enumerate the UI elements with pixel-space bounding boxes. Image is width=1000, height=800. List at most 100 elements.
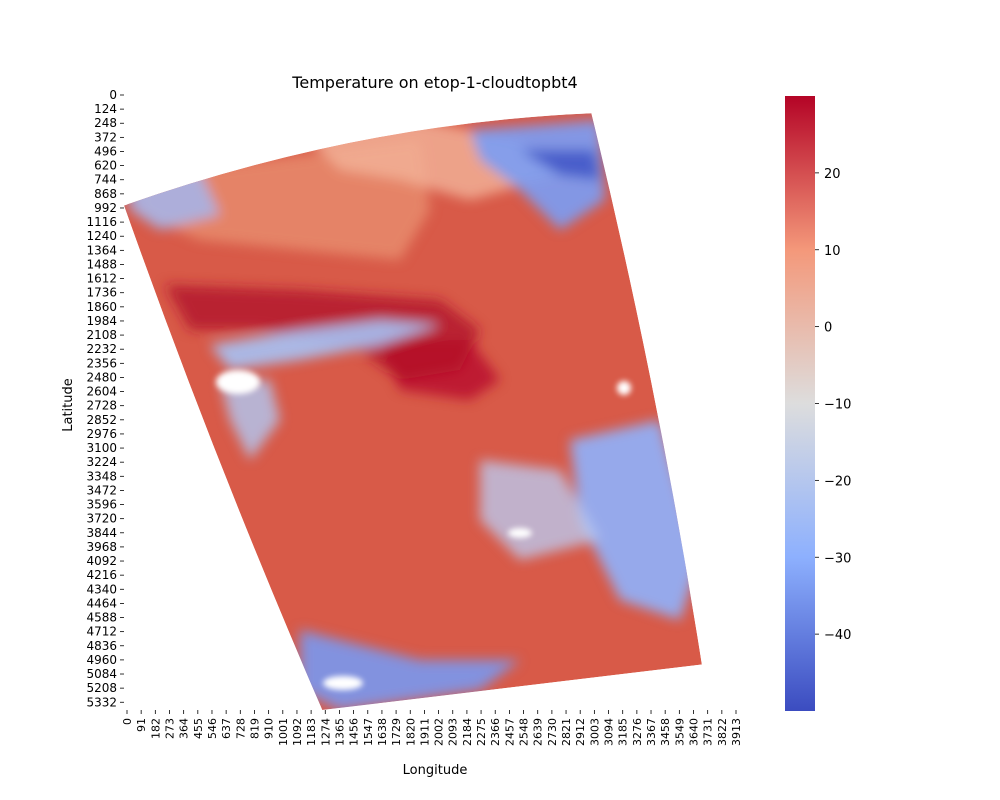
x-tick-label: 910 xyxy=(263,718,276,739)
y-tick-label: 5332 xyxy=(86,695,117,709)
x-tick-label: 364 xyxy=(178,718,191,739)
y-tick-label: 3100 xyxy=(86,441,117,455)
x-axis-label: Longitude xyxy=(403,763,468,778)
x-tick-label: 1365 xyxy=(333,718,346,746)
x-tick-label: 2548 xyxy=(518,718,531,746)
y-tick-label: 2108 xyxy=(86,328,117,342)
x-tick-label: 1183 xyxy=(305,718,318,746)
y-tick-label: 4712 xyxy=(86,625,117,639)
x-tick-label: 455 xyxy=(192,718,205,739)
x-tick-label: 91 xyxy=(135,718,148,732)
x-tick-label: 3458 xyxy=(659,718,672,746)
y-tick-label: 4588 xyxy=(86,611,117,625)
x-tick-label: 3367 xyxy=(645,718,658,746)
colorbar: 20 10 0 −10 −20 −30 −40 xyxy=(785,96,851,711)
x-axis: 0 91 182 273 364 455 546 637 728 819 910 1001 1092 11… xyxy=(121,710,743,746)
x-tick-label: 2093 xyxy=(447,718,460,746)
x-tick-label: 1547 xyxy=(362,718,375,746)
x-tick-label: 3003 xyxy=(588,718,601,746)
y-tick-label: 868 xyxy=(94,187,117,201)
x-tick-label: 0 xyxy=(121,718,134,725)
x-tick-label: 728 xyxy=(234,718,247,739)
y-tick-label: 744 xyxy=(94,173,117,187)
y-tick-label: 4836 xyxy=(86,639,117,653)
x-tick-label: 1638 xyxy=(376,718,389,746)
y-tick-label: 1736 xyxy=(86,286,117,300)
y-tick-label: 5084 xyxy=(86,667,117,681)
chart-title: Temperature on etop-1-cloudtopbt4 xyxy=(291,73,577,92)
y-tick-label: 3968 xyxy=(86,540,117,554)
y-tick-label: 2852 xyxy=(86,413,117,427)
x-tick-label: 3094 xyxy=(603,718,616,746)
y-tick-label: 0 xyxy=(109,88,117,102)
x-tick-label: 2912 xyxy=(574,718,587,746)
colorbar-ticks: 20 10 0 −10 −20 −30 −40 xyxy=(815,167,851,643)
region-cold-north xyxy=(210,320,440,370)
y-tick-label: 2480 xyxy=(86,370,117,384)
x-tick-label: 1092 xyxy=(291,718,304,746)
colorbar-tick-label: −20 xyxy=(824,474,851,489)
colorbar-tick-label: −10 xyxy=(824,398,851,413)
x-tick-label: 1911 xyxy=(418,718,431,746)
x-tick-label: 3822 xyxy=(716,718,729,746)
plot-area xyxy=(124,113,702,710)
y-tick-label: 3720 xyxy=(86,512,117,526)
x-tick-label: 2184 xyxy=(461,718,474,746)
y-tick-label: 1984 xyxy=(86,314,117,328)
y-axis: 0124248372496620744868992111612401364148… xyxy=(86,88,124,709)
colorbar-tick-label: −40 xyxy=(824,628,851,643)
colorbar-tick-label: −30 xyxy=(824,551,851,566)
y-tick-label: 1240 xyxy=(86,229,117,243)
y-tick-label: 4092 xyxy=(86,554,117,568)
region-cold-west xyxy=(220,380,280,460)
x-tick-label: 1729 xyxy=(390,718,403,746)
y-tick-label: 1860 xyxy=(86,300,117,314)
y-tick-label: 496 xyxy=(94,144,117,158)
x-tick-label: 3185 xyxy=(617,718,630,746)
region-warm-center xyxy=(380,340,500,400)
swath-fill xyxy=(124,113,702,710)
x-tick-label: 2457 xyxy=(503,718,516,746)
y-tick-label: 1612 xyxy=(86,272,117,286)
x-tick-label: 2821 xyxy=(560,718,573,746)
x-tick-label: 1274 xyxy=(319,718,332,746)
region-cold-east xyxy=(470,120,605,230)
x-tick-label: 3640 xyxy=(688,718,701,746)
x-tick-label: 2275 xyxy=(475,718,488,746)
y-tick-label: 124 xyxy=(94,102,117,116)
x-tick-label: 2730 xyxy=(546,718,559,746)
y-tick-label: 4960 xyxy=(86,653,117,667)
x-tick-label: 3276 xyxy=(631,718,644,746)
x-tick-label: 2639 xyxy=(532,718,545,746)
heatmap-swath xyxy=(124,113,702,710)
missing-data-patches xyxy=(216,370,631,690)
x-tick-label: 3913 xyxy=(730,718,743,746)
y-tick-label: 4464 xyxy=(86,596,117,610)
y-tick-label: 3844 xyxy=(86,526,117,540)
colorbar-tick-label: 20 xyxy=(824,167,841,182)
y-tick-label: 1116 xyxy=(86,215,117,229)
y-axis-label: Latitude xyxy=(61,378,76,432)
y-tick-label: 620 xyxy=(94,159,117,173)
colorbar-gradient xyxy=(785,96,815,711)
region-cold-south xyxy=(300,630,520,710)
y-tick-label: 3224 xyxy=(86,455,117,469)
y-tick-label: 248 xyxy=(94,116,117,130)
y-tick-label: 2976 xyxy=(86,427,117,441)
colorbar-tick-label: 0 xyxy=(824,321,832,336)
x-tick-label: 3549 xyxy=(673,718,686,746)
y-tick-label: 3348 xyxy=(86,469,117,483)
region-cold-east-deep xyxy=(520,150,600,180)
y-tick-label: 2728 xyxy=(86,399,117,413)
y-tick-label: 4340 xyxy=(86,582,117,596)
x-tick-label: 2002 xyxy=(433,718,446,746)
y-tick-label: 5208 xyxy=(86,681,117,695)
x-tick-label: 3731 xyxy=(702,718,715,746)
region-cold-southeast xyxy=(570,420,700,620)
y-tick-label: 372 xyxy=(94,130,117,144)
y-tick-label: 2604 xyxy=(86,385,117,399)
x-tick-label: 1001 xyxy=(277,718,290,746)
y-tick-label: 1488 xyxy=(86,257,117,271)
y-tick-label: 2356 xyxy=(86,356,117,370)
